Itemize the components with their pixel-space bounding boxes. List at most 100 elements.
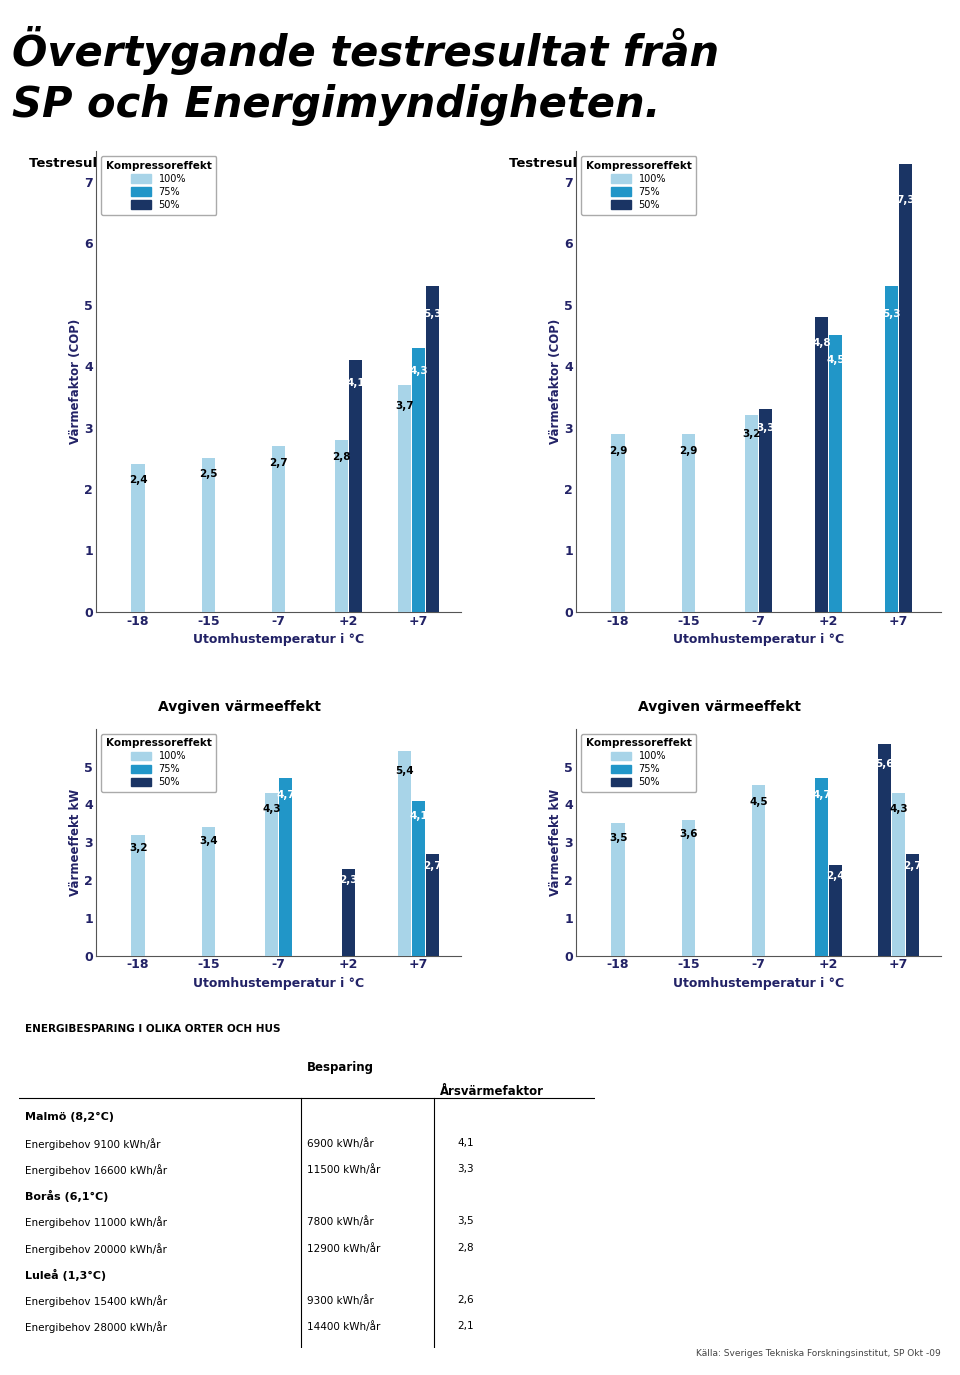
Bar bbox=[202, 828, 215, 956]
Bar bbox=[398, 751, 411, 956]
Bar bbox=[278, 778, 292, 956]
Text: 2,8: 2,8 bbox=[332, 452, 350, 462]
Y-axis label: Värmefaktor (COP): Värmefaktor (COP) bbox=[549, 319, 562, 444]
Text: Energibehov 15400 kWh/år: Energibehov 15400 kWh/år bbox=[25, 1295, 167, 1308]
Text: 4,1: 4,1 bbox=[409, 811, 428, 821]
Text: 3,7: 3,7 bbox=[396, 400, 414, 411]
X-axis label: Utomhustemperatur i °C: Utomhustemperatur i °C bbox=[673, 978, 844, 990]
Legend: 100%, 75%, 50%: 100%, 75%, 50% bbox=[101, 734, 216, 792]
Text: 3,2: 3,2 bbox=[742, 429, 760, 439]
Bar bbox=[132, 465, 145, 612]
Text: 2,5: 2,5 bbox=[199, 469, 218, 478]
Text: Energibehov 28000 kWh/år: Energibehov 28000 kWh/år bbox=[25, 1321, 167, 1334]
Text: 5,3: 5,3 bbox=[882, 309, 900, 319]
Bar bbox=[612, 433, 625, 612]
Text: 4,7: 4,7 bbox=[276, 791, 295, 800]
Text: 2,7: 2,7 bbox=[269, 458, 288, 468]
Text: Avgiven värmeeffekt: Avgiven värmeeffekt bbox=[158, 700, 322, 714]
Bar bbox=[828, 336, 842, 612]
Bar bbox=[892, 793, 905, 956]
Text: 3,3: 3,3 bbox=[457, 1165, 473, 1174]
Text: 4,3: 4,3 bbox=[262, 804, 280, 814]
Text: 4,5: 4,5 bbox=[827, 355, 845, 364]
Bar bbox=[758, 410, 772, 612]
Text: Energibehov 20000 kWh/år: Energibehov 20000 kWh/år bbox=[25, 1243, 167, 1254]
Text: ENERGIBESPARING I OLIKA ORTER OCH HUS: ENERGIBESPARING I OLIKA ORTER OCH HUS bbox=[25, 1024, 280, 1034]
Text: 2,8: 2,8 bbox=[457, 1243, 473, 1253]
Text: Besparing: Besparing bbox=[307, 1062, 374, 1074]
Text: Energibehov 16600 kWh/år: Energibehov 16600 kWh/år bbox=[25, 1165, 167, 1176]
Text: 3,3: 3,3 bbox=[756, 424, 775, 433]
Text: Malmö (8,2°C): Malmö (8,2°C) bbox=[25, 1111, 114, 1122]
Text: Avgiven värmeeffekt: Avgiven värmeeffekt bbox=[638, 700, 802, 714]
Text: 2,4: 2,4 bbox=[129, 474, 148, 485]
Bar bbox=[426, 854, 440, 956]
Y-axis label: Värmeeffekt kW: Värmeeffekt kW bbox=[69, 789, 82, 896]
Text: 4,8: 4,8 bbox=[812, 338, 830, 348]
Bar bbox=[815, 318, 828, 612]
Legend: 100%, 75%, 50%: 100%, 75%, 50% bbox=[101, 157, 216, 214]
Bar bbox=[878, 744, 891, 956]
Bar bbox=[885, 286, 899, 612]
Bar bbox=[426, 286, 440, 612]
Text: Luleå (1,3°C): Luleå (1,3°C) bbox=[25, 1269, 107, 1282]
Bar bbox=[815, 778, 828, 956]
Text: Testresultat vid +10 °C inomhustemperatur.: Testresultat vid +10 °C inomhustemperatu… bbox=[509, 157, 838, 170]
Text: 11500 kWh/år: 11500 kWh/år bbox=[307, 1165, 380, 1176]
Bar bbox=[335, 440, 348, 612]
Bar bbox=[272, 446, 285, 612]
Bar bbox=[745, 415, 758, 612]
Bar bbox=[682, 820, 695, 956]
Text: 6900 kWh/år: 6900 kWh/år bbox=[307, 1138, 374, 1148]
Bar bbox=[202, 458, 215, 612]
X-axis label: Utomhustemperatur i °C: Utomhustemperatur i °C bbox=[193, 978, 364, 990]
Text: 4,1: 4,1 bbox=[457, 1138, 473, 1148]
Legend: 100%, 75%, 50%: 100%, 75%, 50% bbox=[581, 157, 696, 214]
Text: 4,3: 4,3 bbox=[409, 366, 428, 377]
Text: 3,5: 3,5 bbox=[457, 1217, 473, 1226]
Text: 4,1: 4,1 bbox=[347, 378, 365, 388]
Text: 5,6: 5,6 bbox=[876, 759, 894, 769]
Bar bbox=[906, 854, 920, 956]
Text: Testresultat vid +20 °C inomhustemperatur.: Testresultat vid +20 °C inomhustemperatu… bbox=[29, 157, 358, 170]
Bar bbox=[900, 164, 912, 612]
Text: 2,7: 2,7 bbox=[903, 861, 922, 870]
Bar bbox=[412, 800, 425, 956]
Text: 2,9: 2,9 bbox=[679, 447, 697, 456]
X-axis label: Utomhustemperatur i °C: Utomhustemperatur i °C bbox=[673, 634, 844, 646]
Bar bbox=[132, 835, 145, 956]
Text: 4,5: 4,5 bbox=[749, 798, 768, 807]
Text: Borås (6,1°C): Borås (6,1°C) bbox=[25, 1191, 108, 1202]
Text: Källa: Sveriges Tekniska Forskningsinstitut, SP Okt -09: Källa: Sveriges Tekniska Forskningsinsti… bbox=[696, 1349, 941, 1358]
Text: 3,4: 3,4 bbox=[199, 836, 218, 846]
Y-axis label: Värmeeffekt kW: Värmeeffekt kW bbox=[549, 789, 562, 896]
Text: Övertygande testresultat från: Övertygande testresultat från bbox=[12, 26, 719, 74]
Text: 5,3: 5,3 bbox=[423, 309, 442, 319]
Text: 7,3: 7,3 bbox=[897, 195, 915, 205]
Bar bbox=[412, 348, 425, 612]
Text: 3,6: 3,6 bbox=[679, 829, 698, 839]
Text: 2,1: 2,1 bbox=[457, 1321, 473, 1331]
Text: 2,3: 2,3 bbox=[339, 874, 358, 884]
Text: 2,7: 2,7 bbox=[423, 861, 442, 870]
Text: 4,3: 4,3 bbox=[889, 804, 908, 814]
Bar bbox=[682, 433, 695, 612]
Text: Årsvärmefaktor: Årsvärmefaktor bbox=[440, 1085, 543, 1097]
Bar bbox=[398, 385, 411, 612]
Text: 3,2: 3,2 bbox=[129, 843, 147, 852]
Text: Energibehov 11000 kWh/år: Energibehov 11000 kWh/år bbox=[25, 1217, 167, 1228]
Bar bbox=[752, 785, 765, 956]
Bar bbox=[342, 869, 355, 956]
Bar bbox=[828, 865, 842, 956]
Legend: 100%, 75%, 50%: 100%, 75%, 50% bbox=[581, 734, 696, 792]
Bar bbox=[265, 793, 278, 956]
Text: 4,7: 4,7 bbox=[812, 791, 831, 800]
Text: 5,4: 5,4 bbox=[396, 766, 414, 776]
Text: Energibehov 9100 kWh/år: Energibehov 9100 kWh/år bbox=[25, 1138, 160, 1150]
X-axis label: Utomhustemperatur i °C: Utomhustemperatur i °C bbox=[193, 634, 364, 646]
Bar bbox=[348, 360, 362, 612]
Text: 14400 kWh/år: 14400 kWh/år bbox=[307, 1321, 380, 1332]
Text: 3,5: 3,5 bbox=[609, 832, 627, 843]
Bar bbox=[612, 824, 625, 956]
Text: 12900 kWh/år: 12900 kWh/år bbox=[307, 1243, 380, 1254]
